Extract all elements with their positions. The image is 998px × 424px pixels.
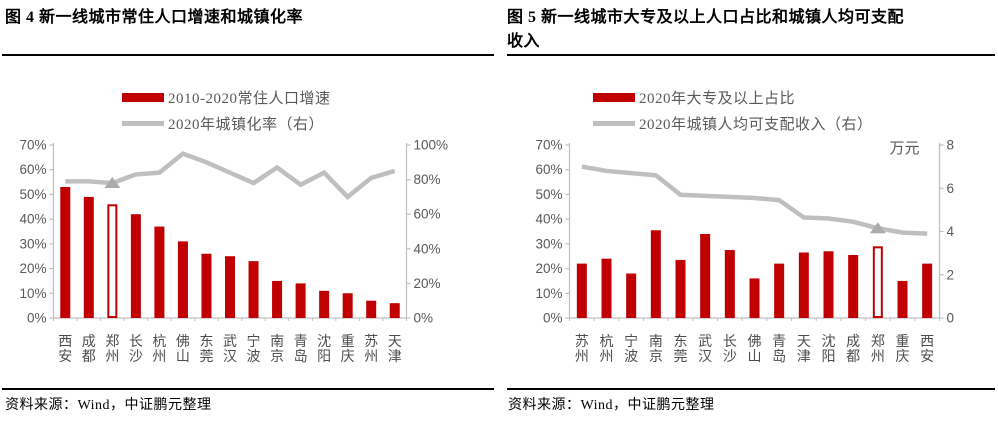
svg-text:10%: 10%: [535, 286, 562, 301]
svg-text:南京: 南京: [270, 334, 284, 365]
svg-text:8: 8: [947, 138, 955, 153]
svg-text:长沙: 长沙: [129, 334, 143, 365]
svg-text:70%: 70%: [19, 138, 46, 153]
line-series-swatch: [122, 120, 164, 126]
source-note: 资料来源：Wind，中证鹏元整理: [508, 398, 715, 413]
svg-text:6: 6: [947, 181, 955, 196]
svg-text:武汉: 武汉: [698, 334, 712, 365]
svg-text:20%: 20%: [414, 276, 441, 291]
svg-text:长沙: 长沙: [723, 334, 737, 365]
svg-text:成都: 成都: [82, 334, 96, 365]
svg-text:苏州: 苏州: [364, 334, 378, 365]
legend-item-line: 2020年城镇化率（右）: [122, 110, 331, 136]
svg-text:天津: 天津: [388, 335, 402, 365]
svg-text:40%: 40%: [19, 212, 46, 227]
line-series-swatch: [593, 120, 635, 126]
svg-text:佛山: 佛山: [176, 334, 190, 365]
figure-5-legend: 2020年大专及以上占比 2020年城镇人均可支配收入（右）: [593, 84, 873, 136]
title-divider: [2, 54, 494, 56]
svg-text:4: 4: [947, 224, 955, 239]
legend-label: 2020年城镇人均可支配收入（右）: [639, 116, 873, 133]
svg-text:40%: 40%: [535, 212, 562, 227]
svg-text:0%: 0%: [27, 311, 47, 326]
legend-label: 2020年城镇化率（右）: [168, 116, 325, 133]
svg-text:20%: 20%: [19, 261, 46, 276]
svg-text:天津: 天津: [797, 335, 811, 365]
svg-text:80%: 80%: [414, 172, 441, 187]
title-divider: [507, 54, 995, 56]
svg-text:青岛: 青岛: [294, 334, 308, 365]
svg-text:杭州: 杭州: [152, 334, 166, 365]
svg-text:30%: 30%: [535, 236, 562, 251]
svg-text:万元: 万元: [889, 141, 919, 157]
figure-4-legend: 2010-2020常住人口增速 2020年城镇化率（右）: [122, 84, 331, 136]
svg-text:苏州: 苏州: [575, 334, 589, 365]
svg-text:30%: 30%: [19, 236, 46, 251]
figure-5-title: 图 5 新一线城市大专及以上人口占比和城镇人均可支配收入: [507, 9, 905, 50]
bar-series-swatch: [122, 92, 164, 102]
svg-text:西安: 西安: [58, 335, 72, 365]
figure-5-plot: 0% 10% 20% 30% 40% 50% 60% 70% 0 2 4 6 8 万元苏州杭州宁波南京东莞…: [535, 138, 955, 366]
legend-item-bar: 2010-2020常住人口增速: [122, 84, 331, 110]
svg-text:0: 0: [947, 311, 955, 326]
svg-text:宁波: 宁波: [247, 333, 261, 365]
figure-5-panel: 图 5 新一线城市大专及以上人口占比和城镇人均可支配收入 2020年大专及以上占…: [499, 0, 998, 424]
figure-4-panel: 图 4 新一线城市常住人口增速和城镇化率 2010-2020常住人口增速 202…: [2, 9, 494, 413]
source-divider: [2, 388, 494, 390]
svg-text:武汉: 武汉: [223, 334, 237, 365]
svg-text:成都: 成都: [846, 334, 860, 365]
svg-text:郑州: 郑州: [871, 334, 885, 365]
svg-text:郑州: 郑州: [105, 334, 119, 365]
legend-label: 2020年大专及以上占比: [639, 90, 796, 107]
legend-label: 2010-2020常住人口增速: [168, 90, 331, 107]
svg-text:0%: 0%: [414, 311, 434, 326]
svg-text:70%: 70%: [535, 138, 562, 153]
source-note: 资料来源：Wind，中证鹏元整理: [5, 398, 212, 413]
bar-series-swatch: [593, 92, 635, 102]
svg-text:杭州: 杭州: [600, 334, 614, 365]
svg-text:50%: 50%: [535, 187, 562, 202]
svg-text:沈阳: 沈阳: [822, 334, 836, 365]
svg-text:东莞: 东莞: [674, 334, 688, 365]
svg-text:60%: 60%: [535, 162, 562, 177]
svg-text:20%: 20%: [535, 261, 562, 276]
source-divider: [507, 388, 995, 390]
svg-text:2: 2: [947, 267, 955, 282]
legend-item-bar: 2020年大专及以上占比: [593, 84, 873, 110]
svg-text:宁波: 宁波: [624, 333, 638, 365]
svg-text:100%: 100%: [414, 138, 449, 153]
svg-text:重庆: 重庆: [896, 334, 910, 365]
svg-text:60%: 60%: [19, 162, 46, 177]
figure-4-plot: 0% 10% 20% 30% 40% 50% 60% 70% 0% 20% 40% 60% 80% 100…: [19, 138, 449, 366]
svg-text:沈阳: 沈阳: [317, 334, 331, 365]
svg-text:佛山: 佛山: [748, 334, 762, 365]
svg-text:西安: 西安: [920, 335, 934, 365]
svg-text:0%: 0%: [543, 311, 563, 326]
legend-item-line: 2020年城镇人均可支配收入（右）: [593, 110, 873, 136]
svg-text:南京: 南京: [649, 334, 663, 365]
figure-4-title: 图 4 新一线城市常住人口增速和城镇化率: [5, 9, 304, 26]
svg-text:东莞: 东莞: [199, 334, 213, 365]
svg-text:重庆: 重庆: [341, 334, 355, 365]
svg-text:青岛: 青岛: [772, 334, 786, 365]
svg-text:40%: 40%: [414, 241, 441, 256]
svg-text:10%: 10%: [19, 286, 46, 301]
svg-text:50%: 50%: [19, 187, 46, 202]
svg-text:60%: 60%: [414, 207, 441, 222]
